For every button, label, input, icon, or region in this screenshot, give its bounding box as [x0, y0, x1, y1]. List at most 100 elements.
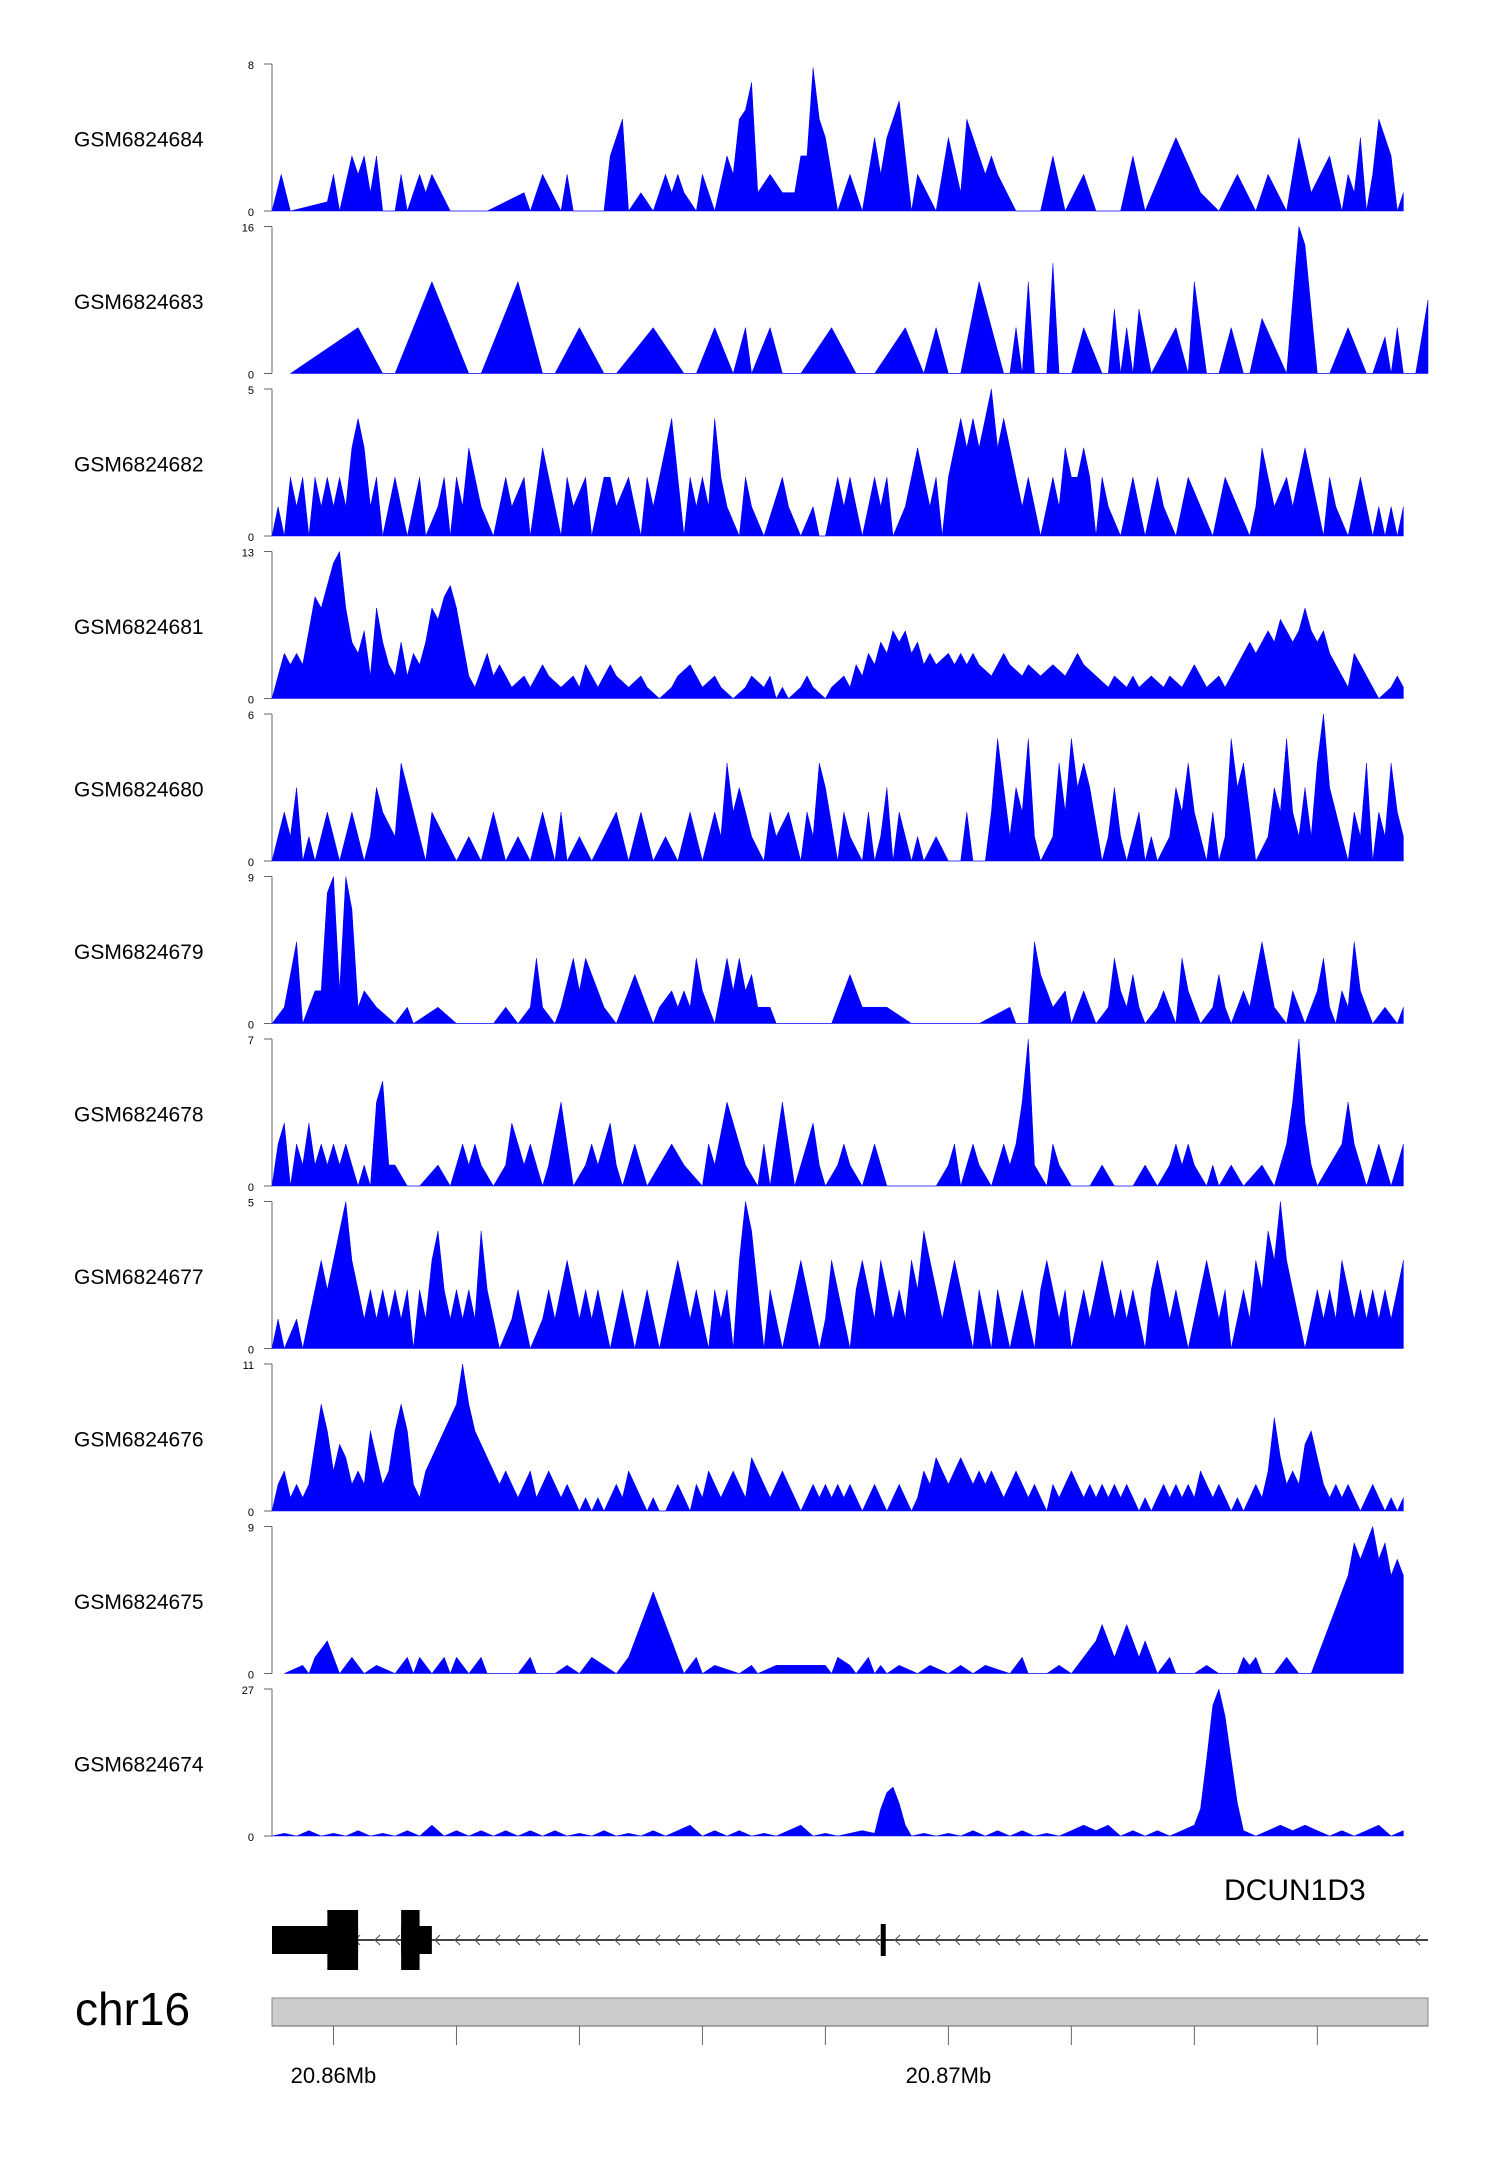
y-tick-label-min: 0	[248, 1020, 254, 1032]
y-tick-label-min: 0	[248, 207, 254, 219]
genomic-axis: 20.86Mb 20.87Mb	[272, 2025, 1428, 2088]
track-label: GSM6824678	[74, 1104, 204, 1127]
strand-arrow	[834, 1934, 841, 1946]
coverage-area	[271, 67, 1404, 212]
strand-arrow	[554, 1934, 561, 1946]
track-GSM6824676: GSM6824676 11 0	[74, 1360, 1404, 1519]
track-label: GSM6824684	[74, 129, 204, 152]
y-tick-label-max: 5	[248, 385, 254, 397]
track-label: GSM6824674	[74, 1754, 204, 1777]
gene-exon-small	[880, 1924, 886, 1956]
strand-arrow	[1154, 1934, 1161, 1946]
track-label: GSM6824681	[74, 616, 204, 639]
strand-arrow	[374, 1934, 381, 1946]
strand-arrow	[914, 1934, 921, 1946]
coverage-area	[289, 226, 1429, 375]
track-GSM6824674: GSM6824674 27 0	[74, 1685, 1404, 1844]
chromosome-label: chr16	[75, 1983, 190, 2035]
strand-arrow	[1234, 1934, 1241, 1946]
track-label: GSM6824679	[74, 941, 204, 964]
track-GSM6824677: GSM6824677 5 0	[74, 1198, 1404, 1357]
strand-arrow	[494, 1934, 501, 1946]
strand-arrow	[1054, 1934, 1061, 1946]
x-axis-tick-label: 20.87Mb	[906, 2063, 992, 2088]
track-GSM6824679: GSM6824679 9 0	[74, 873, 1404, 1032]
coverage-area	[271, 1038, 1404, 1187]
y-tick-label-min: 0	[248, 532, 254, 544]
y-tick-label-min: 0	[248, 857, 254, 869]
coverage-area	[271, 713, 1404, 862]
strand-arrow	[994, 1934, 1001, 1946]
strand-arrow	[934, 1934, 941, 1946]
y-tick-label-max: 8	[248, 60, 254, 72]
strand-arrow	[1374, 1934, 1381, 1946]
strand-arrow	[694, 1934, 701, 1946]
strand-arrow	[474, 1934, 481, 1946]
y-tick-label-max: 9	[248, 1523, 254, 1535]
y-tick-label-max: 13	[242, 548, 254, 560]
track-GSM6824684: GSM6824684 8 0	[74, 60, 1404, 219]
y-tick-label-min: 0	[248, 370, 254, 382]
track-GSM6824680: GSM6824680 6 0	[74, 710, 1404, 869]
strand-arrow	[1334, 1934, 1341, 1946]
strand-arrow	[814, 1934, 821, 1946]
coverage-area	[271, 1201, 1404, 1350]
strand-arrow	[974, 1934, 981, 1946]
strand-arrow	[434, 1934, 441, 1946]
track-label: GSM6824675	[74, 1591, 204, 1614]
y-tick-label-max: 6	[248, 710, 254, 722]
strand-arrow	[1074, 1934, 1081, 1946]
track-GSM6824678: GSM6824678 7 0	[74, 1035, 1404, 1194]
strand-arrow	[1134, 1934, 1141, 1946]
strand-arrow	[1254, 1934, 1261, 1946]
y-tick-label-max: 11	[243, 1360, 254, 1372]
coverage-area	[271, 1363, 1404, 1512]
strand-arrow	[874, 1934, 881, 1946]
strand-arrow	[1274, 1934, 1281, 1946]
track-GSM6824675: GSM6824675 9 0	[74, 1523, 1404, 1682]
strand-arrow	[894, 1934, 901, 1946]
strand-arrow	[734, 1934, 741, 1946]
y-tick-label-min: 0	[248, 1345, 254, 1357]
strand-arrow	[1394, 1934, 1401, 1946]
chromosome-track: chr16	[75, 1983, 1429, 2035]
y-tick-label-min: 0	[248, 1182, 254, 1194]
strand-arrow	[1114, 1934, 1121, 1946]
strand-arrow	[1014, 1934, 1021, 1946]
coverage-tracks: GSM682468480GSM6824683160GSM682468250GSM…	[74, 60, 1429, 1844]
strand-arrow	[514, 1934, 521, 1946]
strand-arrow	[1214, 1934, 1221, 1946]
strand-arrow	[394, 1934, 401, 1946]
track-label: GSM6824677	[74, 1266, 204, 1289]
strand-arrow	[654, 1934, 661, 1946]
strand-arrow	[954, 1934, 961, 1946]
strand-arrow	[1314, 1934, 1321, 1946]
strand-arrow	[634, 1934, 641, 1946]
strand-arrow	[454, 1934, 461, 1946]
y-tick-label-min: 0	[248, 1507, 254, 1519]
x-axis-tick-label: 20.86Mb	[291, 2063, 377, 2088]
track-label: GSM6824682	[74, 454, 204, 477]
track-GSM6824683: GSM6824683 16 0	[74, 223, 1429, 382]
track-GSM6824682: GSM6824682 5 0	[74, 385, 1404, 544]
strand-arrow	[614, 1934, 621, 1946]
y-tick-label-max: 9	[248, 873, 254, 885]
strand-arrow	[1034, 1934, 1041, 1946]
strand-arrow	[774, 1934, 781, 1946]
strand-arrow	[714, 1934, 721, 1946]
strand-arrow	[1354, 1934, 1361, 1946]
strand-arrow	[1094, 1934, 1101, 1946]
coverage-area	[271, 388, 1404, 537]
strand-arrow	[1294, 1934, 1301, 1946]
coverage-area	[271, 1688, 1404, 1837]
track-label: GSM6824683	[74, 291, 204, 314]
y-tick-label-min: 0	[248, 1670, 254, 1682]
strand-arrow	[574, 1934, 581, 1946]
gene-exon-coding	[401, 1910, 420, 1970]
track-GSM6824681: GSM6824681 13 0	[74, 548, 1404, 707]
chromosome-bar	[271, 1997, 1429, 2027]
coverage-area	[271, 550, 1404, 700]
gene-name-label: DCUN1D3	[1224, 1874, 1366, 1907]
